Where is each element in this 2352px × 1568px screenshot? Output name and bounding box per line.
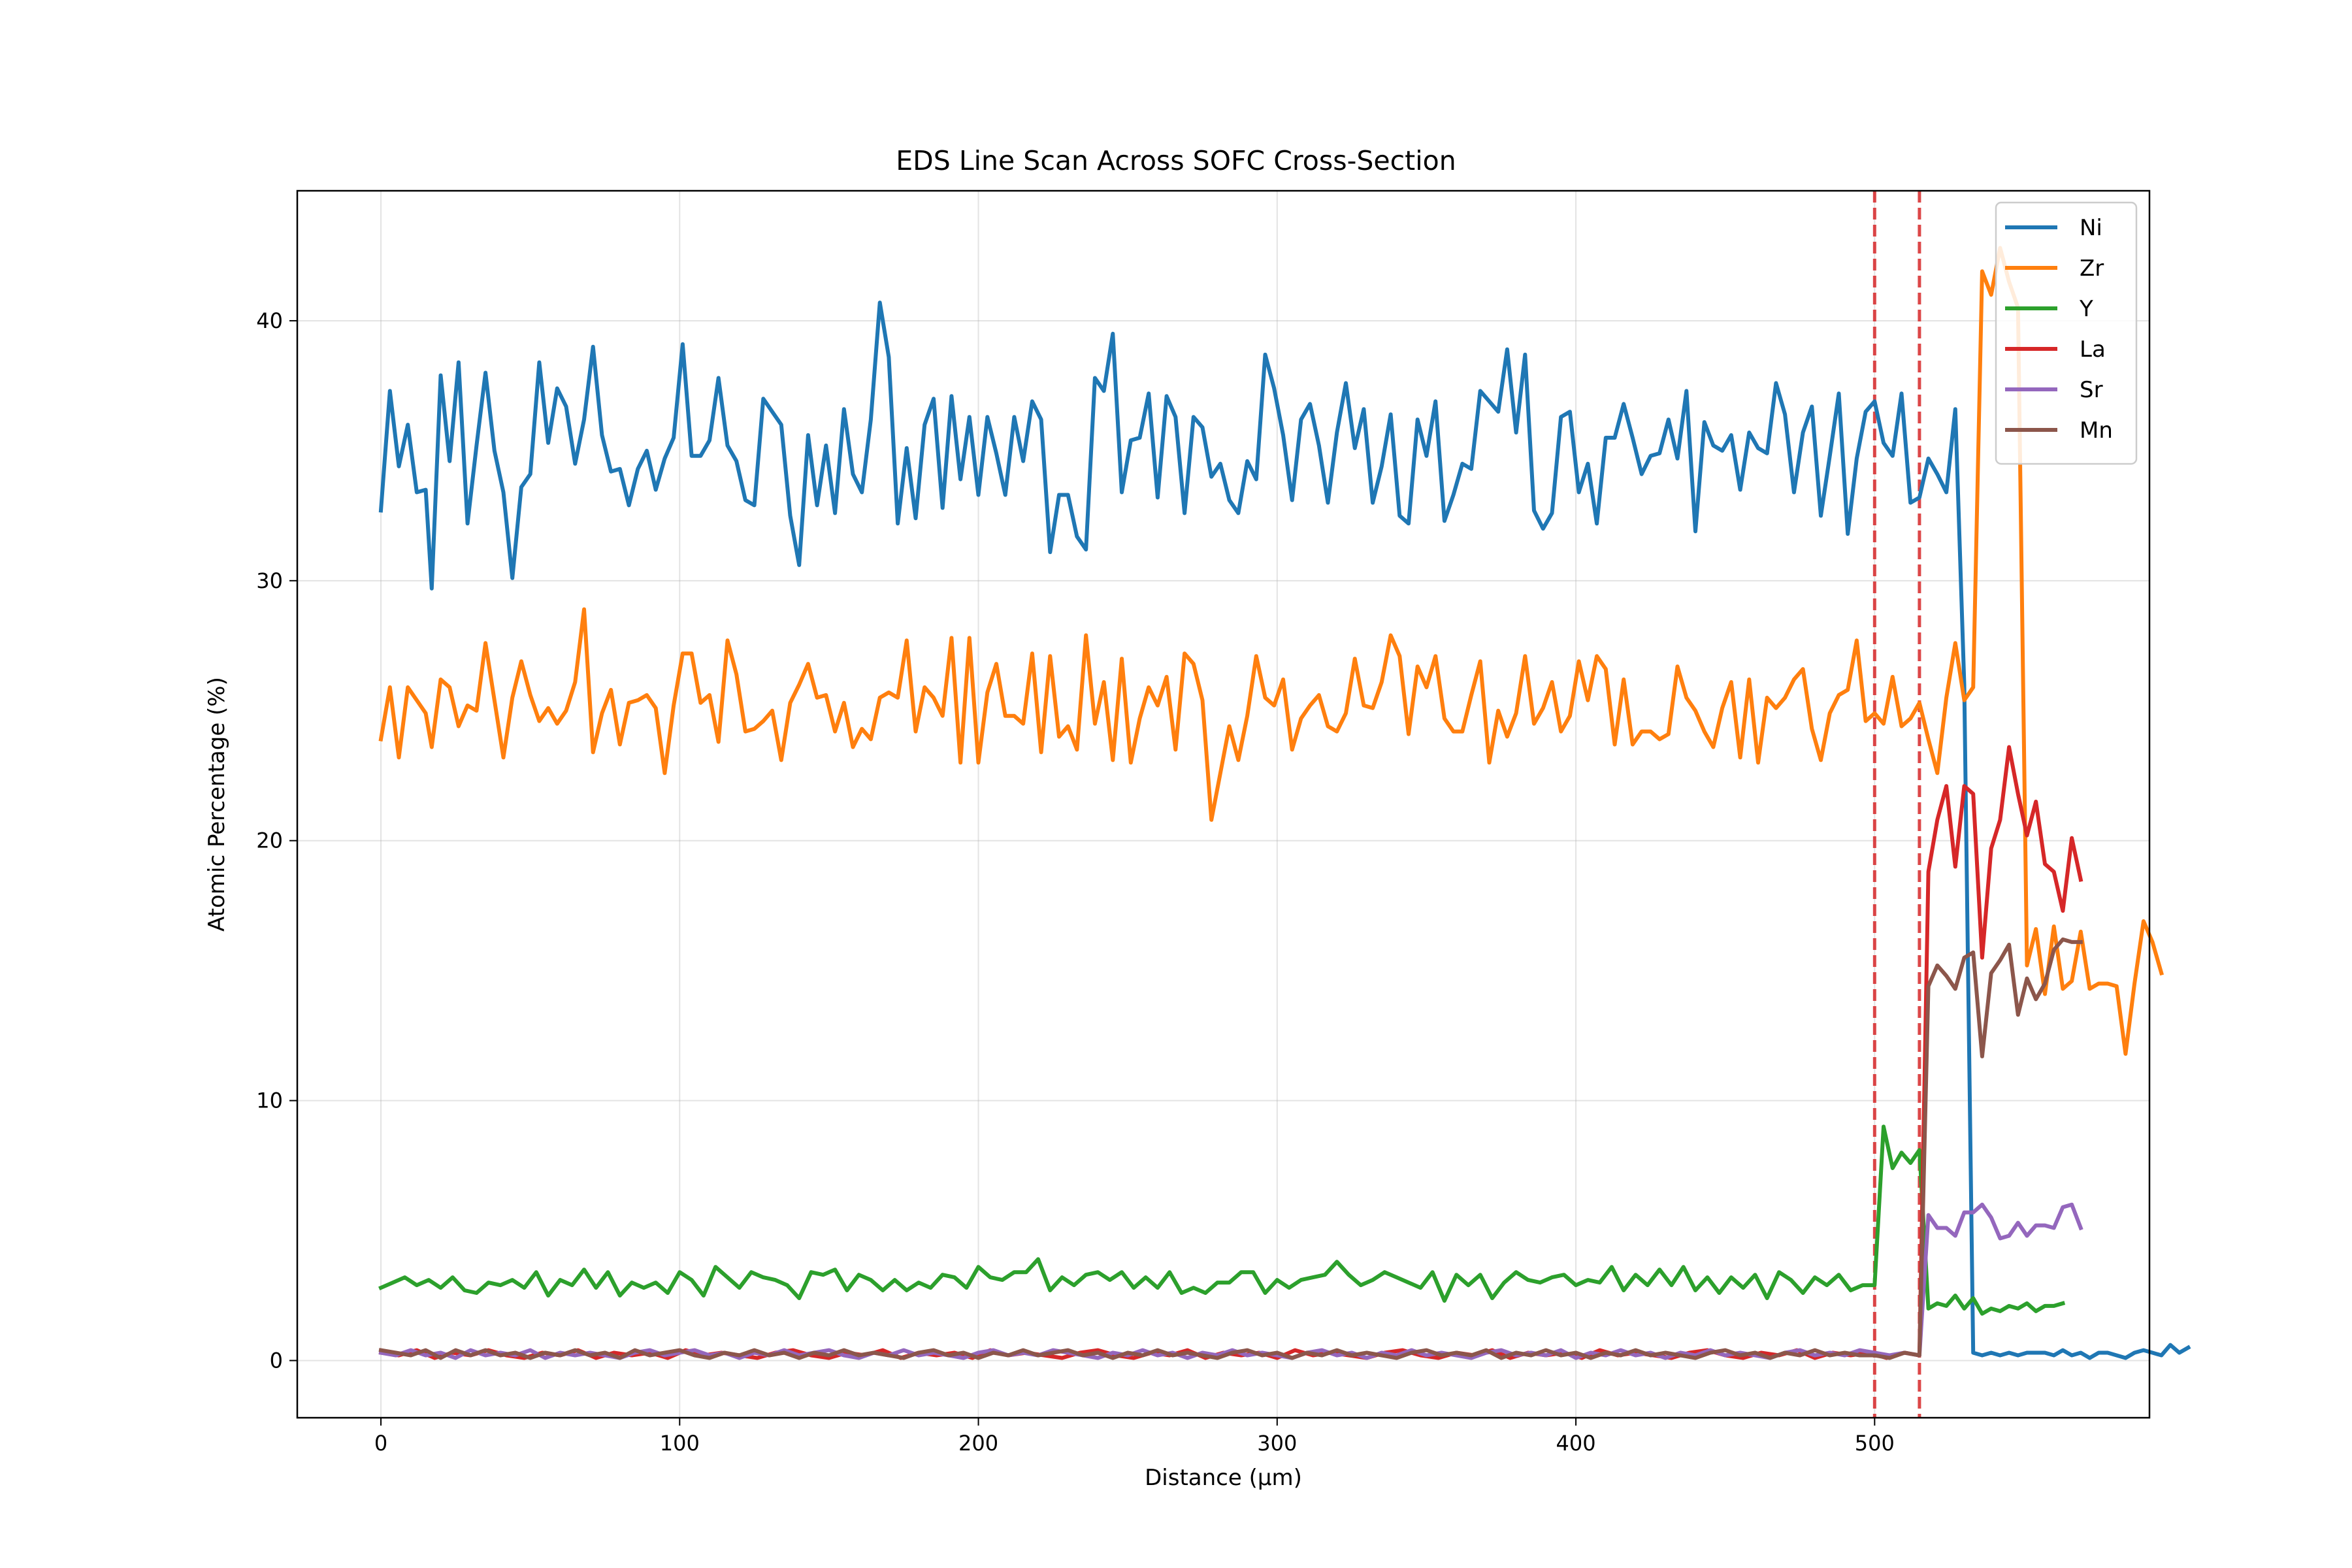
x-axis-label: Distance (µm) [1145,1465,1302,1491]
legend-box [1995,201,2138,465]
axis-ticks: 0 100 200 300 400 500 0 10 20 30 40 [256,308,1895,1456]
legend-label: La [2080,336,2106,363]
y-tick-label: 20 [256,828,283,853]
series-lines [378,246,2191,1360]
series-line-zr [378,246,2164,1056]
x-tick-label: 0 [374,1431,387,1456]
legend-label: Zr [2080,255,2104,282]
legend-label: Y [2079,296,2093,322]
y-tick-label: 0 [270,1348,283,1373]
y-tick-label: 30 [256,568,283,593]
plot-frame [296,189,2151,1419]
y-axis-label: Atomic Percentage (%) [204,677,230,932]
legend: Ni Zr Y La Sr Mn [1995,201,2138,465]
y-tick-label: 40 [256,308,283,333]
legend-label: Ni [2080,215,2102,241]
x-tick-label: 500 [1855,1431,1895,1456]
legend-label: Sr [2080,377,2103,403]
x-tick-label: 200 [958,1431,998,1456]
series-line-y [378,1124,2066,1316]
series-line-mn [378,937,2083,1360]
chart-title: EDS Line Scan Across SOFC Cross-Section [896,145,1456,176]
x-tick-label: 300 [1257,1431,1297,1456]
boundary-lines [1872,191,1921,1418]
grid [297,191,2149,1418]
x-tick-label: 400 [1556,1431,1596,1456]
legend-label: Mn [2080,417,2113,444]
y-tick-label: 10 [256,1088,283,1113]
series-line-ni [378,301,2191,1360]
x-tick-label: 100 [660,1431,700,1456]
